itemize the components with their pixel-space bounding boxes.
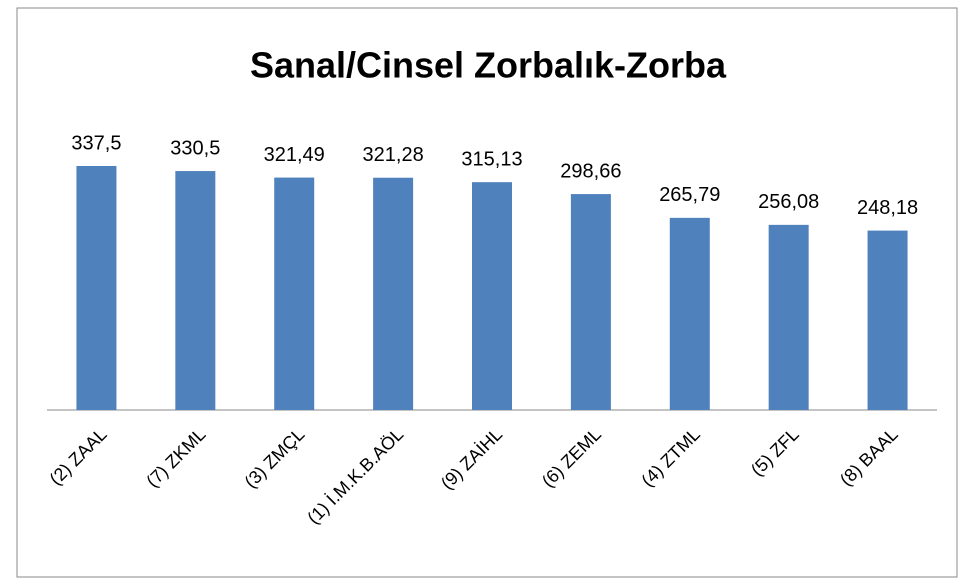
- data-label: 256,08: [758, 191, 819, 213]
- bar: [867, 230, 908, 410]
- bar: [274, 177, 315, 410]
- bar: [570, 194, 611, 410]
- bar: [175, 171, 216, 410]
- data-label: 315,13: [461, 148, 522, 170]
- data-label: 298,66: [560, 160, 621, 182]
- data-label: 248,18: [857, 197, 918, 219]
- data-label: 265,79: [659, 184, 720, 206]
- data-label: 321,28: [363, 144, 424, 166]
- bar: [669, 217, 710, 410]
- data-label: 321,49: [264, 144, 325, 166]
- bar: [472, 182, 512, 410]
- bar: [76, 166, 117, 410]
- chart-title: Sanal/Cinsel Zorbalık-Zorba: [250, 45, 727, 86]
- bar: [373, 177, 414, 410]
- bar: [768, 224, 809, 410]
- data-label: 330,5: [170, 137, 220, 159]
- data-label: 337,5: [71, 132, 121, 154]
